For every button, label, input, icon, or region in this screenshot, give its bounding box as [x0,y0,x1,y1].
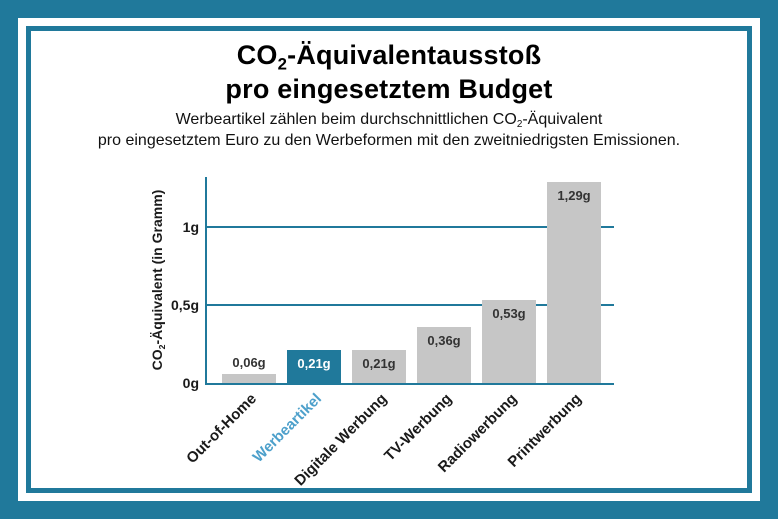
gridline [207,304,614,306]
y-tick-label: 1g [182,219,199,235]
bar-value-label: 0,53g [492,306,526,321]
y-tick-label: 0,5g [170,297,199,313]
inner-border-frame: CO2-Äquivalentausstoß pro eingesetztem B… [26,26,752,493]
bar [222,374,276,383]
subtitle-line2: pro eingesetztem Euro zu den Werbeformen… [97,132,681,150]
bar-value-label: 0,06g [232,355,266,370]
title-line2: pro eingesetztem Budget [225,73,553,104]
chart-header: CO2-Äquivalentausstoß pro eingesetztem B… [31,31,747,151]
y-tick-label: 0g [182,375,199,391]
white-panel: CO2-Äquivalentausstoß pro eingesetztem B… [18,18,760,501]
bar [352,350,406,383]
infographic-content: CO2-Äquivalentausstoß pro eingesetztem B… [31,31,747,489]
x-category-label: TV-Werbung [381,390,456,465]
bar-value-label: 1,29g [557,188,591,203]
bar-value-label: 0,21g [297,356,331,371]
title-line1: CO2-Äquivalentausstoß [236,40,542,74]
chart-plot: CO2-Äquivalent (in Gramm) 0g 0,5g 1g 0,06g O… [149,177,614,489]
y-axis-title: CO2-Äquivalent (in Gramm) [149,189,167,371]
bar [482,300,536,383]
chart-subtitle: Werbeartikel zählen beim durchschnittlic… [31,110,747,152]
bar-value-label: 0,21g [362,356,396,371]
subtitle-line1: Werbeartikel zählen beim durchschnittlic… [175,110,603,130]
gridline [207,226,614,228]
bar-value-label: 0,36g [427,333,461,348]
bar [287,350,341,383]
chart-title: CO2-Äquivalentausstoß pro eingesetztem B… [31,40,747,106]
x-category-label: Out-of-Home [183,390,261,468]
bar [547,182,601,383]
bar [417,327,471,383]
y-axis-title-wrap: CO2-Äquivalent (in Gramm) [149,177,167,383]
